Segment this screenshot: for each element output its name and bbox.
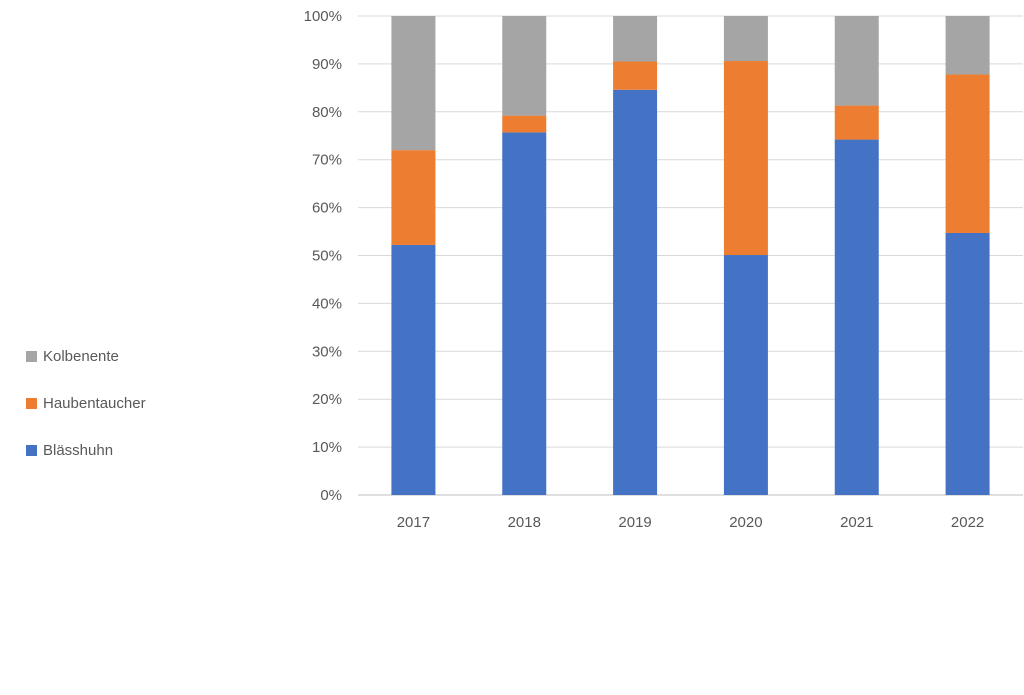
bars bbox=[391, 16, 990, 496]
bar-2017-series-2 bbox=[391, 16, 436, 151]
legend-swatch-haubentaucher bbox=[26, 397, 37, 409]
y-tick-label: 10% bbox=[312, 439, 342, 456]
bar-2022-series-2 bbox=[945, 16, 990, 75]
y-tick-label: 20% bbox=[312, 391, 342, 408]
bar-2021-series-0 bbox=[834, 139, 879, 495]
bar-2021-series-1 bbox=[834, 105, 879, 140]
legend-item-kolbenente: Kolbenente bbox=[26, 346, 146, 366]
bar-2017-series-1 bbox=[391, 150, 436, 245]
legend-swatch-blaesshuhn bbox=[26, 444, 37, 456]
legend-label-haubentaucher: Haubentaucher bbox=[43, 394, 146, 412]
y-tick-label: 90% bbox=[312, 56, 342, 73]
bar-2019-series-1 bbox=[613, 61, 658, 90]
y-tick-label: 30% bbox=[312, 343, 342, 360]
y-tick-label: 70% bbox=[312, 152, 342, 169]
y-tick-label: 80% bbox=[312, 104, 342, 121]
gridlines bbox=[358, 15, 1023, 496]
legend-label-blaesshuhn: Blässhuhn bbox=[43, 441, 114, 459]
bar-2022-series-1 bbox=[945, 74, 990, 233]
bar-2021-series-2 bbox=[834, 16, 879, 106]
y-tick-label: 50% bbox=[312, 248, 342, 265]
x-tick-label: 2020 bbox=[729, 514, 762, 531]
x-tick-label: 2017 bbox=[397, 514, 430, 531]
legend-item-haubentaucher: Haubentaucher bbox=[26, 393, 146, 413]
y-tick-label: 40% bbox=[312, 295, 342, 312]
y-tick-label: 0% bbox=[320, 487, 342, 504]
legend-swatch-kolbenente bbox=[26, 350, 37, 362]
bar-2018-series-1 bbox=[502, 115, 547, 133]
legend: Kolbenente Haubentaucher Blässhuhn bbox=[26, 346, 146, 487]
bar-2020-series-0 bbox=[723, 255, 768, 495]
y-tick-label: 100% bbox=[304, 8, 342, 25]
x-tick-label: 2019 bbox=[618, 514, 651, 531]
legend-item-blaesshuhn: Blässhuhn bbox=[26, 440, 146, 460]
bar-2018-series-2 bbox=[502, 16, 547, 116]
x-axis: 2017 2018 2019 2020 2021 2022 bbox=[397, 514, 985, 531]
x-tick-label: 2022 bbox=[951, 514, 984, 531]
x-tick-label: 2021 bbox=[840, 514, 873, 531]
y-tick-label: 60% bbox=[312, 200, 342, 217]
bar-2019-series-2 bbox=[613, 16, 658, 62]
bar-2018-series-0 bbox=[502, 132, 547, 495]
bar-2019-series-0 bbox=[613, 89, 658, 496]
legend-label-kolbenente: Kolbenente bbox=[43, 347, 119, 365]
bar-2017-series-0 bbox=[391, 244, 436, 495]
x-tick-label: 2018 bbox=[508, 514, 541, 531]
bar-2022-series-0 bbox=[945, 232, 990, 495]
bar-2020-series-1 bbox=[723, 61, 768, 256]
bar-2020-series-2 bbox=[723, 16, 768, 62]
y-axis: 0% 10% 20% 30% 40% 50% 60% 70% 80% 90% 100% bbox=[304, 8, 342, 504]
